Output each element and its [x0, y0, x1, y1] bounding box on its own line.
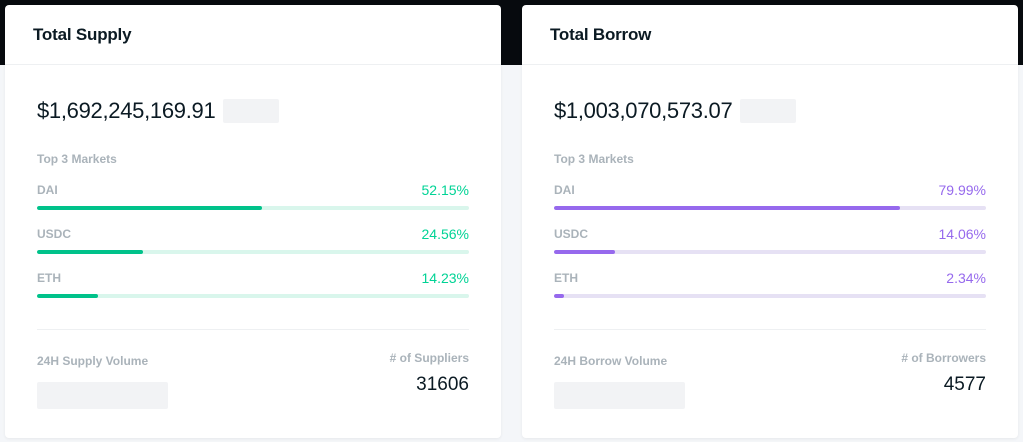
market-name: DAI: [554, 183, 575, 197]
suppliers-count-value: 31606: [416, 374, 469, 395]
divider: [37, 329, 469, 330]
divider: [554, 329, 986, 330]
market-percent: 14.06%: [938, 226, 986, 242]
market-name: ETH: [37, 271, 61, 285]
card-title: Total Supply: [5, 5, 501, 65]
market-name: DAI: [37, 183, 58, 197]
market-name: USDC: [37, 227, 72, 241]
market-progress-track: [554, 294, 986, 298]
top-markets-title: Top 3 Markets: [554, 152, 634, 166]
market-progress-fill: [554, 206, 900, 210]
volume-label: 24H Borrow Volume: [554, 354, 668, 368]
market-name: ETH: [554, 271, 578, 285]
market-row: ETH 14.23%: [37, 270, 469, 298]
top-markets-title: Top 3 Markets: [37, 152, 117, 166]
borrowers-count-value: 4577: [943, 374, 986, 395]
market-progress-track: [37, 206, 469, 210]
market-progress-track: [554, 206, 986, 210]
market-progress-track: [37, 250, 469, 254]
market-percent: 52.15%: [421, 182, 469, 198]
market-progress-fill: [554, 250, 615, 254]
market-row: DAI 52.15%: [37, 182, 469, 210]
total-change-placeholder: [223, 99, 280, 123]
market-row: USDC 14.06%: [554, 226, 986, 254]
suppliers-count-label: # of Suppliers: [389, 351, 469, 365]
card-title: Total Borrow: [522, 5, 1018, 65]
market-progress-track: [37, 294, 469, 298]
market-row: DAI 79.99%: [554, 182, 986, 210]
volume-value-placeholder: [554, 382, 685, 409]
market-progress-fill: [37, 206, 263, 210]
market-percent: 24.56%: [421, 226, 469, 242]
volume-label: 24H Supply Volume: [37, 354, 149, 368]
total-supply-value: $1,692,245,169.91: [37, 98, 216, 123]
market-percent: 14.23%: [421, 270, 469, 286]
market-percent: 2.34%: [946, 270, 986, 286]
market-progress-fill: [37, 250, 144, 254]
total-borrow-card: Total Borrow $1,003,070,573.07 Top 3 Mar…: [522, 5, 1018, 438]
market-progress-fill: [554, 294, 565, 298]
volume-value-placeholder: [37, 382, 168, 409]
market-row: USDC 24.56%: [37, 226, 469, 254]
market-progress-track: [554, 250, 986, 254]
market-percent: 79.99%: [938, 182, 986, 198]
total-borrow-value: $1,003,070,573.07: [554, 98, 733, 123]
market-name: USDC: [554, 227, 589, 241]
total-change-placeholder: [740, 99, 797, 123]
borrowers-count-label: # of Borrowers: [901, 351, 986, 365]
market-progress-fill: [37, 294, 99, 298]
market-row: ETH 2.34%: [554, 270, 986, 298]
total-supply-card: Total Supply $1,692,245,169.91 Top 3 Mar…: [5, 5, 501, 438]
